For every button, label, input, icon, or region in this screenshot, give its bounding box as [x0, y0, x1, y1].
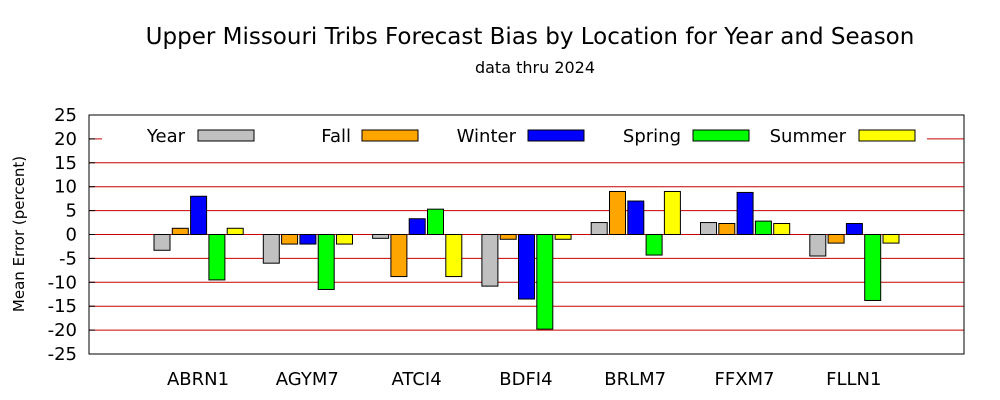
x-tick-label: BDFI4 — [499, 369, 552, 390]
y-tick-label: 10 — [54, 177, 77, 198]
bar-year-abrn1 — [153, 234, 171, 251]
legend-swatch-spring — [692, 129, 750, 142]
legend-swatch-fall — [361, 129, 419, 142]
legend-swatch-summer — [858, 129, 916, 142]
bar-fall-atci4 — [390, 234, 408, 278]
bar-summer-abrn1 — [226, 227, 244, 235]
bar-year-ffxm7 — [700, 222, 717, 236]
y-tick-label: -25 — [48, 344, 77, 365]
bar-winter-abrn1 — [190, 195, 208, 235]
bar-winter-agym7 — [299, 234, 317, 245]
bar-fall-flln1 — [827, 234, 845, 244]
x-tick-label: ABRN1 — [167, 369, 229, 390]
bar-winter-ffxm7 — [736, 191, 754, 236]
bar-winter-brlm7 — [627, 200, 645, 235]
legend-label-winter: Winter — [457, 126, 517, 147]
bar-spring-ffxm7 — [754, 220, 772, 235]
bars-group — [153, 190, 900, 330]
bar-year-agym7 — [262, 234, 280, 264]
y-tick-label: -10 — [48, 272, 77, 293]
legend-label-year: Year — [146, 126, 186, 147]
bar-year-brlm7 — [590, 222, 608, 236]
bar-year-bdfi4 — [481, 234, 499, 287]
x-tick-label: FFXM7 — [714, 369, 774, 390]
axes-group: 25 20 15 10 5 0-5 -10 -15 -20 -25 ABRN1 AGYM7 ATCI4 B… — [48, 105, 965, 390]
x-tick-label: BRLM7 — [604, 369, 666, 390]
bar-fall-ffxm7 — [718, 223, 736, 235]
bar-fall-bdfi4 — [499, 234, 517, 240]
x-tick-label: AGYM7 — [276, 369, 339, 390]
legend-label-fall: Fall — [321, 126, 351, 147]
bar-fall-brlm7 — [609, 190, 626, 235]
bar-fall-agym7 — [281, 234, 299, 245]
y-axis-label: Mean Error (percent) — [10, 156, 28, 312]
y-tick-label: 20 — [54, 129, 77, 150]
y-tick-label: 5 — [66, 201, 77, 222]
legend-label-spring: Spring — [623, 126, 681, 147]
x-tick-label: FLLN1 — [826, 369, 881, 390]
legend-label-summer: Summer — [770, 126, 847, 147]
y-tick-label: -20 — [48, 320, 77, 341]
bar-fall-abrn1 — [171, 227, 189, 235]
bar-spring-atci4 — [427, 208, 444, 235]
bar-spring-agym7 — [317, 234, 335, 290]
legend: Year Fall Winter Spring Summer — [146, 126, 916, 147]
bar-winter-flln1 — [845, 223, 863, 235]
x-tick-label: ATCI4 — [392, 369, 442, 390]
chart-title: Upper Missouri Tribs Forecast Bias by Lo… — [146, 24, 915, 50]
bar-summer-atci4 — [445, 234, 463, 278]
bar-summer-flln1 — [882, 234, 900, 244]
bar-spring-flln1 — [864, 234, 882, 301]
legend-swatch-year — [197, 129, 255, 142]
bar-winter-atci4 — [408, 218, 426, 235]
chart-subtitle: data thru 2024 — [475, 58, 595, 77]
bar-spring-abrn1 — [208, 234, 226, 281]
y-tick-label: 15 — [54, 153, 77, 174]
y-tick-label: -15 — [48, 296, 77, 317]
legend-swatch-winter — [527, 129, 585, 142]
bar-summer-agym7 — [336, 234, 353, 245]
bar-spring-brlm7 — [645, 234, 663, 256]
bar-summer-brlm7 — [663, 190, 681, 235]
bar-summer-bdfi4 — [554, 234, 572, 240]
bar-summer-ffxm7 — [773, 223, 791, 235]
y-tick-label: 25 — [54, 105, 77, 126]
y-tick-label: 0 — [66, 225, 77, 246]
bar-year-flln1 — [809, 234, 827, 257]
bar-winter-bdfi4 — [518, 234, 535, 300]
bar-spring-bdfi4 — [536, 234, 554, 330]
y-tick-label: -5 — [59, 248, 77, 269]
bar-year-atci4 — [372, 234, 390, 239]
